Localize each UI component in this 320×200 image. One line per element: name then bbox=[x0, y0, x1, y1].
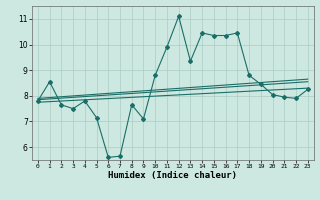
X-axis label: Humidex (Indice chaleur): Humidex (Indice chaleur) bbox=[108, 171, 237, 180]
